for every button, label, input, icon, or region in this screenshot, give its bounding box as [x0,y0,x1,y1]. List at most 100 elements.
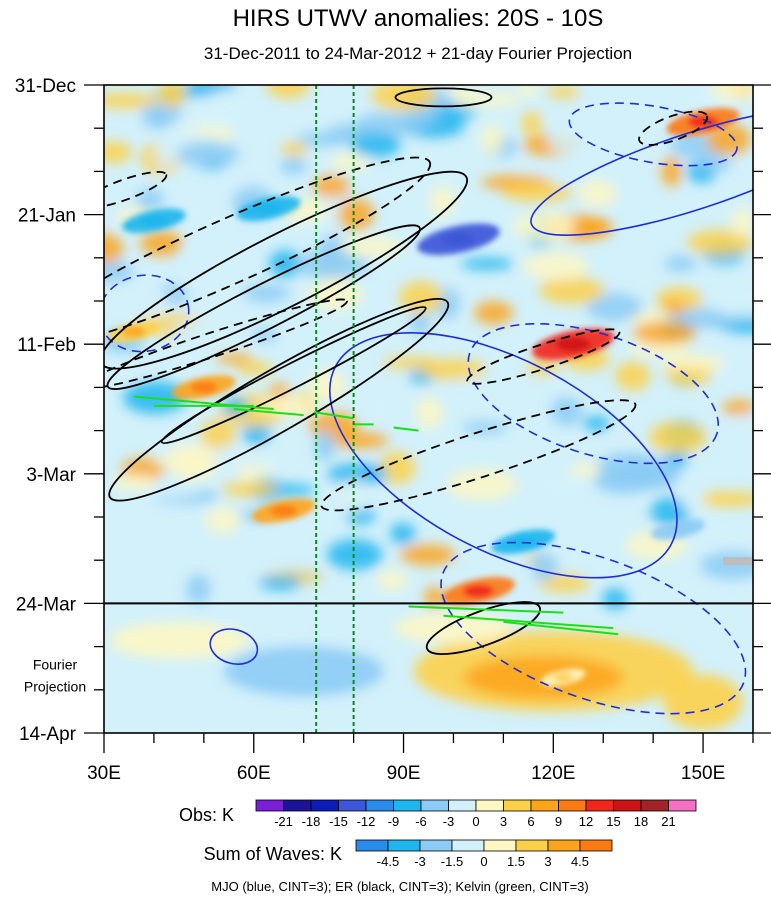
anomaly-patch [615,361,651,391]
anomaly-patch [269,250,302,278]
obs-colorbar-swatch [393,799,422,812]
anomaly-patch [361,397,395,418]
anomaly-patch [429,185,456,217]
anomaly-patch [661,156,682,187]
anomaly-patch [424,586,445,608]
anomaly-patch [183,94,253,128]
anomaly-patch [570,463,602,477]
anomaly-patch [176,141,240,168]
anomaly-patch [142,111,173,130]
waves-colorbar-title: Sum of Waves: K [204,844,342,864]
waves-colorbar-label: -4.5 [377,854,399,869]
reference-longitude-lines [104,85,753,733]
anomaly-patch [460,257,514,270]
anomaly-patch [461,421,508,434]
waves-colorbar-swatch [451,839,485,852]
obs-colorbar-swatch [420,799,449,812]
anomaly-patch [326,539,383,571]
anomaly-patch [534,471,594,499]
anomaly-patch [712,294,753,319]
anomaly-patch [136,188,165,212]
anomaly-patch [518,85,540,97]
er-contour [394,87,493,108]
obs-colorbar-label: -9 [388,814,400,829]
anomaly-patch [186,574,211,605]
anomaly-patch [697,155,733,171]
waves-colorbar-label: 0 [480,854,487,869]
obs-colorbar-label: 6 [527,814,534,829]
er-contour [160,306,427,444]
anomaly-patch [243,284,290,303]
mjo-contour [530,106,753,236]
mjo-contour [209,628,259,665]
anomaly-patch [340,236,403,258]
contour-legend: MJO (blue, CINT=3); ER (black, CINT=3); … [211,879,588,894]
kelvin-contour [443,614,614,630]
kelvin-contour [393,426,419,432]
anomaly-core-negative [441,232,476,247]
anomaly-patch [266,85,310,99]
obs-colorbar-swatch [448,799,477,812]
obs-colorbar-label: -12 [357,814,376,829]
anomaly-patch [548,126,609,156]
anomaly-patch [308,370,347,401]
obs-colorbar-swatch [613,799,642,812]
obs-colorbar-label: -21 [274,814,293,829]
er-contour [425,601,541,655]
obs-colorbar-swatch [475,799,504,812]
waves-colorbar-label: 3 [544,854,551,869]
anomaly-patch [279,157,308,175]
anomaly-patch [661,355,726,372]
anomaly-patch [269,383,290,400]
wave-contours [104,87,753,715]
anomaly-core-positive [270,505,298,517]
chart-subtitle: 31-Dec-2011 to 24-Mar-2012 + 21-day Four… [204,44,632,63]
anomaly-patch [633,320,697,345]
obs-colorbar-label: 9 [555,814,562,829]
anomaly-patch [281,141,308,157]
waves-colorbar-swatch [579,839,613,852]
y-tick-label: 24-Mar [16,594,77,615]
x-tick-label: 150E [681,763,725,784]
anomaly-core-positive [687,115,719,129]
anomaly-patch [722,399,753,416]
waves-colorbar-swatch [547,839,581,852]
anomaly-patch [337,198,374,231]
anomaly-core-positive [553,672,574,683]
obs-colorbar-label: -6 [415,814,427,829]
anomaly-patch [104,233,124,264]
anomaly-core-positive [556,337,591,352]
waves-colorbar-swatch [483,839,517,852]
obs-colorbar-swatch [338,799,367,812]
chart-title: HIRS UTWV anomalies: 20S - 10S [233,5,604,32]
anomaly-patch [256,400,285,412]
anomaly-patch [595,451,663,485]
anomaly-patch [165,443,217,477]
projection-patch [393,612,514,644]
waves-colorbar-label: 1.5 [507,854,525,869]
anomaly-patch [377,570,408,591]
anomaly-core-negative [140,214,168,227]
er-contour [104,156,432,347]
anomaly-patch [700,551,753,580]
anomaly-patch [330,154,369,171]
anomaly-patch [538,574,590,593]
obs-colorbar-swatch [365,799,394,812]
anomaly-patch [104,261,134,282]
mjo-contour [467,322,720,465]
plot-frame [103,84,754,734]
anomaly-patch [173,320,228,344]
anomaly-patch [400,544,456,566]
anomaly-patch [550,397,584,426]
anomaly-patch [696,491,753,507]
anomaly-patch [522,252,589,281]
anomaly-patch [104,141,132,164]
waves-colorbar-swatch [419,839,453,852]
obs-colorbar-label: 15 [606,814,620,829]
anomaly-patch [140,230,183,257]
anomaly-patch [662,301,687,315]
waves-colorbar-label: -3 [414,854,426,869]
anomaly-patch [539,276,605,305]
obs-colorbar-label: 3 [500,814,507,829]
anomaly-feature-layer [106,107,740,687]
